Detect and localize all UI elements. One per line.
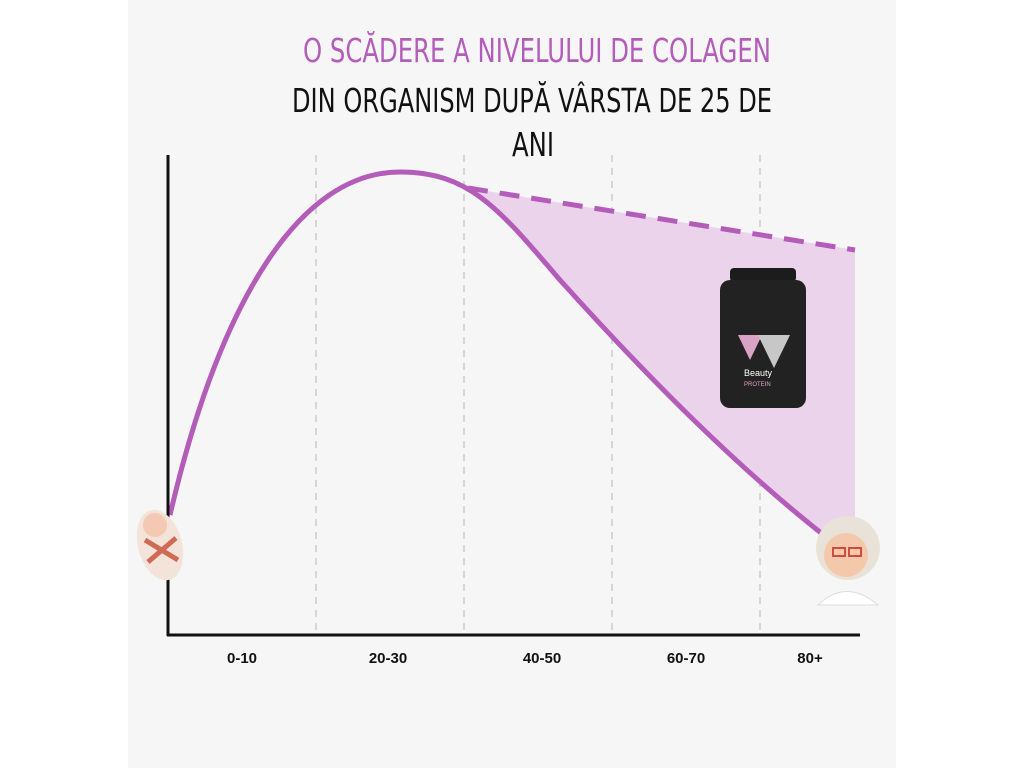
title-line: DIN ORGANISM DUPĂ VÂRSTA DE 25 DE (292, 80, 772, 120)
categories: 0-10 20-30 40-50 60-70 80+ (227, 650, 823, 667)
supplemented-line (467, 185, 856, 253)
grandma-icon (816, 516, 880, 606)
product-name: Beauty (744, 368, 773, 378)
x-tick-label: 40-50 (523, 650, 561, 667)
title-line: ANI (512, 125, 554, 164)
product-jar: Beauty PROTEIN (720, 268, 806, 408)
baby-icon (136, 509, 184, 581)
x-tick-label: 20-30 (369, 650, 407, 667)
title-line: O SCĂDERE A NIVELULUI DE COLAGEN (303, 30, 771, 70)
product-subtitle: PROTEIN (744, 382, 771, 388)
collagen-curve (167, 169, 832, 542)
x-tick-label: 80+ (797, 650, 823, 667)
x-tick-label: 60-70 (667, 650, 705, 667)
x-tick-label: 0-10 (227, 650, 257, 667)
